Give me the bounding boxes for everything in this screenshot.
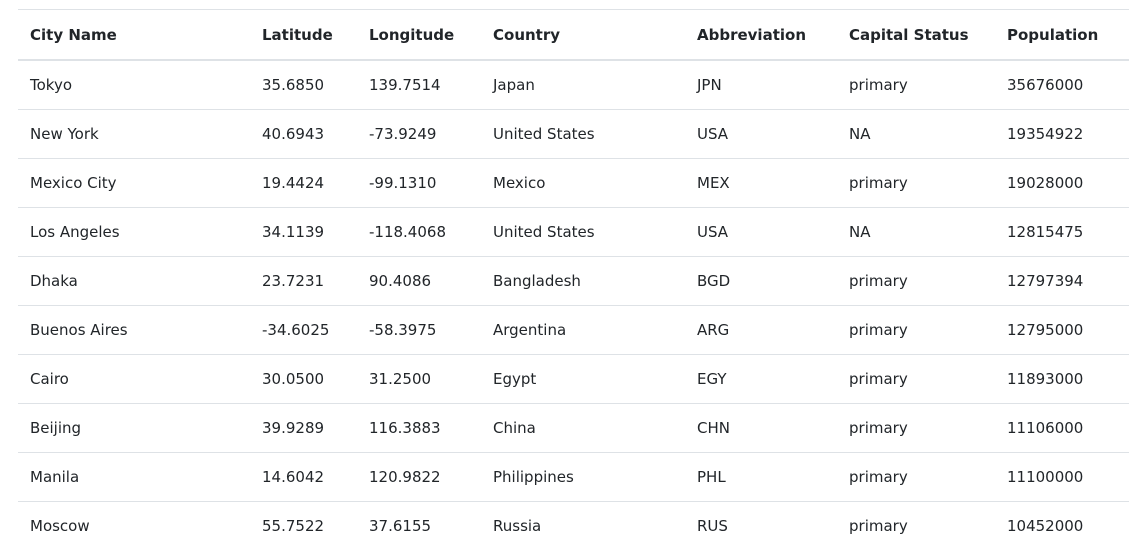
abbreviation-cell: PHL [685,453,837,502]
table-header: City Name Latitude Longitude Country Abb… [18,10,1129,61]
capital-status-cell: NA [837,208,995,257]
abbreviation-cell: MEX [685,159,837,208]
abbreviation-cell: BGD [685,257,837,306]
latitude-cell: 19.4424 [250,159,357,208]
abbreviation-cell: RUS [685,502,837,550]
longitude-cell: -58.3975 [357,306,481,355]
population-cell: 19354922 [995,110,1129,159]
city-name-cell: Manila [18,453,250,502]
abbreviation-cell: USA [685,208,837,257]
population-cell: 12815475 [995,208,1129,257]
header-row: City Name Latitude Longitude Country Abb… [18,10,1129,61]
city-name-cell: Buenos Aires [18,306,250,355]
longitude-cell: -118.4068 [357,208,481,257]
abbreviation-cell: USA [685,110,837,159]
city-name-cell: Cairo [18,355,250,404]
latitude-cell: 39.9289 [250,404,357,453]
population-cell: 12797394 [995,257,1129,306]
city-name-cell: Dhaka [18,257,250,306]
latitude-cell: 40.6943 [250,110,357,159]
latitude-cell: 34.1139 [250,208,357,257]
cities-table-container: City Name Latitude Longitude Country Abb… [18,9,1129,550]
abbreviation-cell: EGY [685,355,837,404]
longitude-cell: -99.1310 [357,159,481,208]
country-cell: United States [481,208,685,257]
city-name-cell: Tokyo [18,60,250,110]
city-name-cell: Mexico City [18,159,250,208]
column-header-abbreviation: Abbreviation [685,10,837,61]
latitude-cell: 55.7522 [250,502,357,550]
abbreviation-cell: JPN [685,60,837,110]
capital-status-cell: primary [837,453,995,502]
country-cell: Russia [481,502,685,550]
country-cell: Egypt [481,355,685,404]
column-header-latitude: Latitude [250,10,357,61]
capital-status-cell: primary [837,257,995,306]
population-cell: 12795000 [995,306,1129,355]
cities-table: City Name Latitude Longitude Country Abb… [18,9,1129,550]
longitude-cell: 90.4086 [357,257,481,306]
population-cell: 11893000 [995,355,1129,404]
column-header-population: Population [995,10,1129,61]
latitude-cell: 14.6042 [250,453,357,502]
longitude-cell: 31.2500 [357,355,481,404]
city-name-cell: Moscow [18,502,250,550]
capital-status-cell: primary [837,60,995,110]
column-header-country: Country [481,10,685,61]
population-cell: 10452000 [995,502,1129,550]
longitude-cell: 120.9822 [357,453,481,502]
latitude-cell: 30.0500 [250,355,357,404]
capital-status-cell: primary [837,306,995,355]
population-cell: 11106000 [995,404,1129,453]
latitude-cell: 23.7231 [250,257,357,306]
capital-status-cell: primary [837,502,995,550]
longitude-cell: -73.9249 [357,110,481,159]
city-name-cell: Beijing [18,404,250,453]
column-header-capital-status: Capital Status [837,10,995,61]
population-cell: 19028000 [995,159,1129,208]
country-cell: United States [481,110,685,159]
latitude-cell: 35.6850 [250,60,357,110]
country-cell: Mexico [481,159,685,208]
latitude-cell: -34.6025 [250,306,357,355]
longitude-cell: 37.6155 [357,502,481,550]
country-cell: Japan [481,60,685,110]
capital-status-cell: NA [837,110,995,159]
longitude-cell: 116.3883 [357,404,481,453]
country-cell: Argentina [481,306,685,355]
country-cell: China [481,404,685,453]
population-cell: 35676000 [995,60,1129,110]
city-name-cell: New York [18,110,250,159]
column-header-longitude: Longitude [357,10,481,61]
country-cell: Philippines [481,453,685,502]
population-cell: 11100000 [995,453,1129,502]
abbreviation-cell: ARG [685,306,837,355]
capital-status-cell: primary [837,159,995,208]
country-cell: Bangladesh [481,257,685,306]
column-header-city-name: City Name [18,10,250,61]
abbreviation-cell: CHN [685,404,837,453]
longitude-cell: 139.7514 [357,60,481,110]
city-name-cell: Los Angeles [18,208,250,257]
capital-status-cell: primary [837,355,995,404]
capital-status-cell: primary [837,404,995,453]
